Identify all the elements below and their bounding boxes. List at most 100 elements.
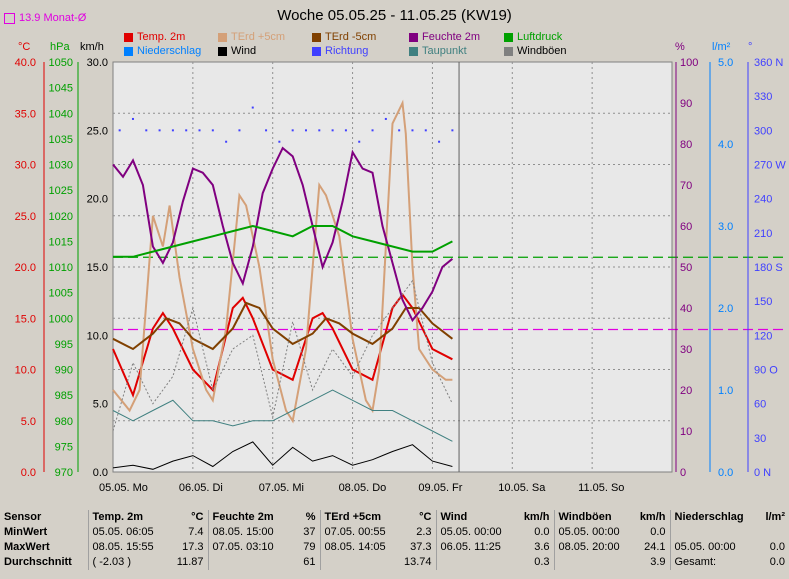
- direction-point: [304, 129, 307, 132]
- legend-swatch: [504, 46, 513, 56]
- axis-unit-temp: °C: [18, 41, 30, 53]
- axis-tick-temp: 20.0: [15, 262, 36, 274]
- series-terd-5cm: [112, 99, 453, 424]
- stats-header-cell: Windböen: [553, 510, 634, 525]
- axis-tick-temp: 25.0: [15, 211, 36, 223]
- direction-point: [331, 129, 334, 132]
- stats-cell: [754, 525, 789, 540]
- legend-swatch: [218, 32, 227, 42]
- stats-row-label: MaxWert: [4, 541, 50, 553]
- direction-point: [424, 129, 427, 132]
- stats-cell: 08.05. 15:00: [207, 525, 288, 540]
- axis-tick-direction: 120: [754, 330, 772, 342]
- axis-unit-rain: l/m²: [712, 41, 731, 53]
- stats-cell: 11.87: [176, 556, 204, 568]
- x-tick-label: 09.05. Fr: [418, 482, 462, 494]
- legend-item: Temp. 2m: [124, 31, 185, 43]
- axis-tick-direction: 240: [754, 194, 772, 206]
- series-luftdruck: [113, 224, 453, 258]
- direction-point: [158, 129, 161, 132]
- legend-swatch: [409, 32, 418, 42]
- axis-unit-direction: °: [748, 41, 752, 53]
- stats-cell: 0.0: [650, 526, 666, 538]
- x-tick-label: 07.05. Mi: [259, 482, 304, 494]
- stats-header-cell: km/h: [639, 511, 666, 523]
- legend-item: Feuchte 2m: [409, 31, 480, 43]
- axis-tick-wind: 20.0: [87, 194, 108, 206]
- series-taupunkt: [112, 389, 453, 442]
- legend-swatch: [409, 46, 418, 56]
- direction-point: [131, 117, 134, 120]
- stats-cell: 06.05. 11:25: [435, 540, 514, 555]
- stats-cell: 08.05. 20:00: [553, 540, 634, 555]
- stats-header-cell: Niederschlag: [669, 510, 754, 525]
- stats-cell: 2.3: [416, 526, 432, 538]
- stats-cell: 37: [303, 526, 316, 538]
- legend-label: Taupunkt: [422, 45, 467, 57]
- direction-point: [358, 140, 361, 143]
- axis-tick-temp: 35.0: [15, 108, 36, 120]
- legend-item: TErd +5cm: [218, 31, 285, 43]
- stats-row-label: Durchschnitt: [4, 556, 72, 568]
- stats-cell: 0.0: [534, 526, 550, 538]
- axis-tick-pressure: 1025: [49, 185, 73, 197]
- axis-unit-wind: km/h: [80, 41, 104, 53]
- direction-point: [398, 129, 401, 132]
- stats-cell: 7.4: [188, 526, 204, 538]
- stats-cell: 0.3: [534, 556, 550, 568]
- axis-tick-temp: 40.0: [15, 57, 36, 69]
- axis-tick-direction: 60: [754, 399, 766, 411]
- stats-cell: Gesamt:: [669, 555, 754, 570]
- axis-tick-pressure: 1020: [49, 211, 73, 223]
- axis-tick-wind: 5.0: [93, 399, 108, 411]
- statistics-panel: Sensor Temp. 2m °C Feuchte 2m% TErd +5cm °C Wi…: [0, 510, 789, 579]
- stats-cell: 05.05. 06:05: [87, 525, 168, 540]
- legend-label: Windböen: [517, 45, 567, 57]
- direction-point: [371, 129, 374, 132]
- legend-swatch: [312, 32, 321, 42]
- legend-swatch: [218, 46, 227, 56]
- stats-cell: 0.0: [769, 556, 785, 568]
- direction-point: [344, 129, 347, 132]
- axis-tick-humidity: 10: [680, 426, 692, 438]
- axis-tick-pressure: 1005: [49, 288, 73, 300]
- legend-item: TErd -5cm: [312, 31, 376, 43]
- series-windb-en: [112, 279, 453, 432]
- stats-cell: 08.05. 14:05: [319, 540, 400, 555]
- axis-tick-direction: 300: [754, 125, 772, 137]
- axis-tick-rain: 4.0: [718, 139, 733, 151]
- legend-item: Niederschlag: [124, 45, 201, 57]
- direction-point: [384, 117, 387, 120]
- axis-tick-temp: 5.0: [21, 416, 36, 428]
- axis-tick-humidity: 30: [680, 344, 692, 356]
- axis-tick-temp: 30.0: [15, 160, 36, 172]
- legend-label: Richtung: [325, 45, 369, 57]
- legend-item: Luftdruck: [504, 31, 562, 43]
- axis-tick-direction: 0 N: [754, 467, 771, 479]
- axis-tick-wind: 25.0: [87, 125, 108, 137]
- direction-point: [251, 106, 254, 109]
- axis-tick-temp: 0.0: [21, 467, 36, 479]
- axis-tick-humidity: 60: [680, 221, 692, 233]
- direction-point: [171, 129, 174, 132]
- stats-cell: 13.74: [404, 556, 432, 568]
- stats-cell: 17.3: [182, 541, 204, 553]
- direction-point: [411, 129, 414, 132]
- axis-tick-pressure: 1045: [49, 83, 73, 95]
- axis-tick-humidity: 0: [680, 467, 686, 479]
- legend-item: Wind: [218, 45, 256, 57]
- legend-swatch: [504, 32, 513, 42]
- stats-cell: 08.05. 15:55: [87, 540, 168, 555]
- legend-label: Luftdruck: [517, 31, 563, 43]
- axis-tick-pressure: 980: [55, 416, 73, 428]
- stats-cell: 05.05. 00:00: [553, 525, 634, 540]
- stats-cell: [669, 525, 754, 540]
- weather-chart: 40.035.030.025.020.015.010.05.00.0°C1050…: [15, 41, 787, 494]
- month-avg-label: 13.9 Monat-Ø: [19, 12, 87, 24]
- stats-header-cell: Sensor: [4, 511, 42, 523]
- stats-cell: 61: [303, 556, 316, 568]
- axis-tick-direction: 90 O: [754, 365, 778, 377]
- stats-cell: 07.05. 03:10: [207, 540, 288, 555]
- x-tick-label: 05.05. Mo: [99, 482, 148, 494]
- chart-title: Woche 05.05.25 - 11.05.25 (KW19): [277, 7, 512, 24]
